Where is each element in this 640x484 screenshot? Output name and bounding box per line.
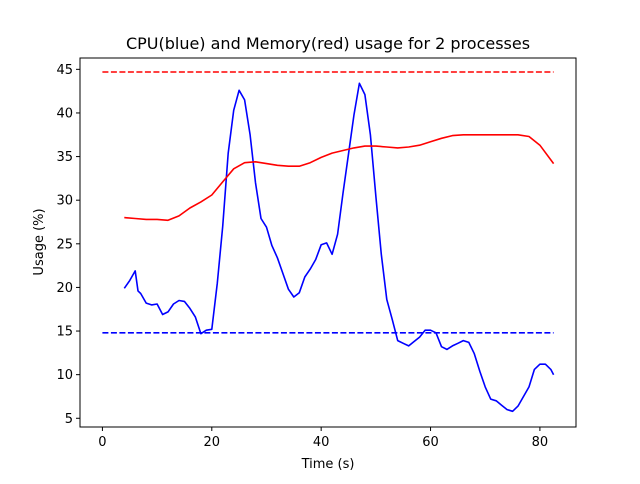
series-line-1 [124, 134, 555, 222]
y-tick-label: 35 [56, 150, 73, 165]
x-tick-label: 0 [98, 435, 106, 450]
y-tick-label: 20 [56, 281, 73, 296]
y-tick-label: 30 [56, 194, 73, 209]
chart-title: CPU(blue) and Memory(red) usage for 2 pr… [126, 34, 530, 53]
series-layer [102, 71, 555, 413]
series-line-0 [123, 82, 555, 413]
x-tick-label: 40 [313, 435, 330, 450]
x-tick-label: 60 [422, 435, 439, 450]
y-axis: 5 10 15 20 25 30 35 40 45 [56, 63, 80, 427]
y-tick-label: 45 [56, 63, 73, 78]
y-tick-label: 5 [65, 412, 73, 427]
y-axis-label: Usage (%) [32, 208, 47, 275]
plot-area-frame [79, 57, 577, 428]
x-tick-label: 80 [532, 435, 549, 450]
y-tick-label: 15 [56, 325, 73, 340]
x-axis-label: Time (s) [301, 457, 355, 472]
y-tick-label: 10 [56, 368, 73, 383]
y-tick-label: 40 [56, 106, 73, 121]
x-axis: 0 20 40 60 80 [98, 427, 548, 450]
y-tick-label: 25 [56, 237, 73, 252]
x-tick-label: 20 [204, 435, 221, 450]
